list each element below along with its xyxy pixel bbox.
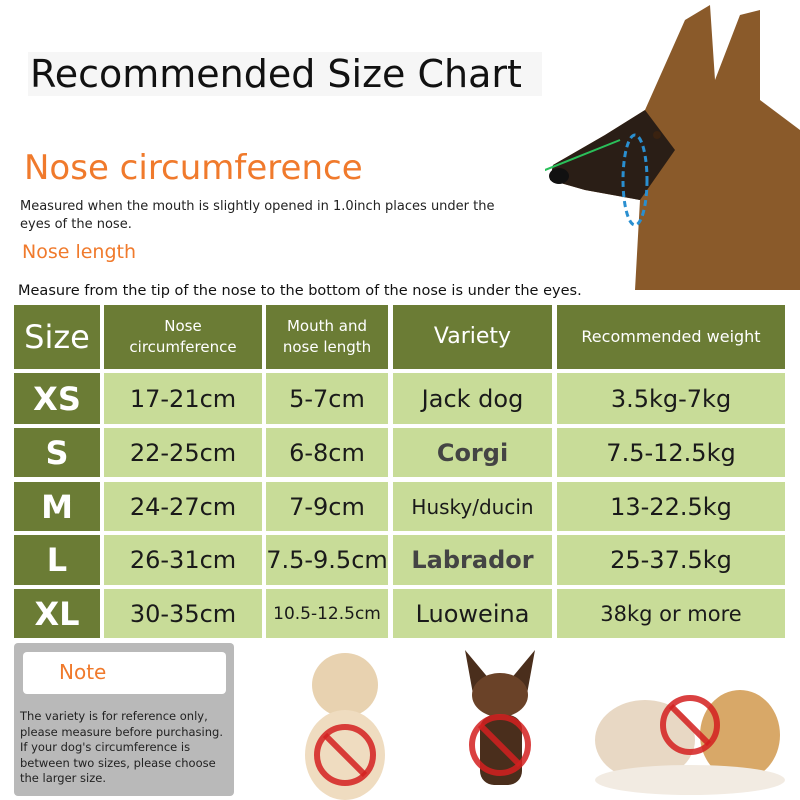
header-variety: Variety	[393, 305, 552, 369]
cell-nose-circumference: 26-31cm	[104, 535, 262, 585]
header-mouth-nose-length: Mouth and nose length	[266, 305, 388, 369]
nose-circumference-description: Measured when the mouth is slightly open…	[20, 199, 495, 232]
nose-length-heading: Nose length	[22, 241, 137, 263]
cell-variety: Jack dog	[393, 373, 552, 424]
cell-variety: Labrador	[393, 535, 552, 585]
note-text: The variety is for reference only, pleas…	[20, 709, 223, 785]
cell-size: XL	[14, 589, 100, 638]
cell-size: S	[14, 428, 100, 477]
nose-circumference-heading: Nose circumference	[24, 148, 363, 188]
note-label-box: Note	[23, 652, 226, 694]
cell-mouth-nose-length: 7-9cm	[266, 482, 388, 531]
cell-size: L	[14, 535, 100, 585]
cell-variety: Husky/ducin	[393, 482, 552, 531]
nose-length-description: Measure from the tip of the nose to the …	[18, 283, 582, 299]
cell-nose-circumference: 22-25cm	[104, 428, 262, 477]
note-label: Note	[59, 660, 107, 684]
header-recommended-weight: Recommended weight	[557, 305, 785, 369]
cell-recommended-weight: 38kg or more	[557, 589, 785, 638]
cell-recommended-weight: 25-37.5kg	[557, 535, 785, 585]
cell-recommended-weight: 13-22.5kg	[557, 482, 785, 531]
cell-size: XS	[14, 373, 100, 424]
page-title: Recommended Size Chart	[28, 52, 542, 96]
header-size: Size	[14, 305, 100, 369]
dog-head-measure-illustration	[545, 0, 800, 290]
cell-size: M	[14, 482, 100, 531]
header-nose-circumference: Nose circumference	[104, 305, 262, 369]
cell-mouth-nose-length: 10.5-12.5cm	[266, 589, 388, 638]
note-box: Note The variety is for reference only, …	[14, 643, 234, 796]
cell-mouth-nose-length: 7.5-9.5cm	[266, 535, 388, 585]
pekingese-prohibited-icon	[305, 653, 385, 800]
cell-recommended-weight: 3.5kg-7kg	[557, 373, 785, 424]
bulldogs-prohibited-icon	[595, 690, 785, 795]
cell-mouth-nose-length: 5-7cm	[266, 373, 388, 424]
cell-variety: Luoweina	[393, 589, 552, 638]
cell-recommended-weight: 7.5-12.5kg	[557, 428, 785, 477]
chihuahua-prohibited-icon	[465, 650, 535, 785]
cell-nose-circumference: 30-35cm	[104, 589, 262, 638]
cell-nose-circumference: 17-21cm	[104, 373, 262, 424]
cell-variety: Corgi	[393, 428, 552, 477]
cell-mouth-nose-length: 6-8cm	[266, 428, 388, 477]
cell-nose-circumference: 24-27cm	[104, 482, 262, 531]
